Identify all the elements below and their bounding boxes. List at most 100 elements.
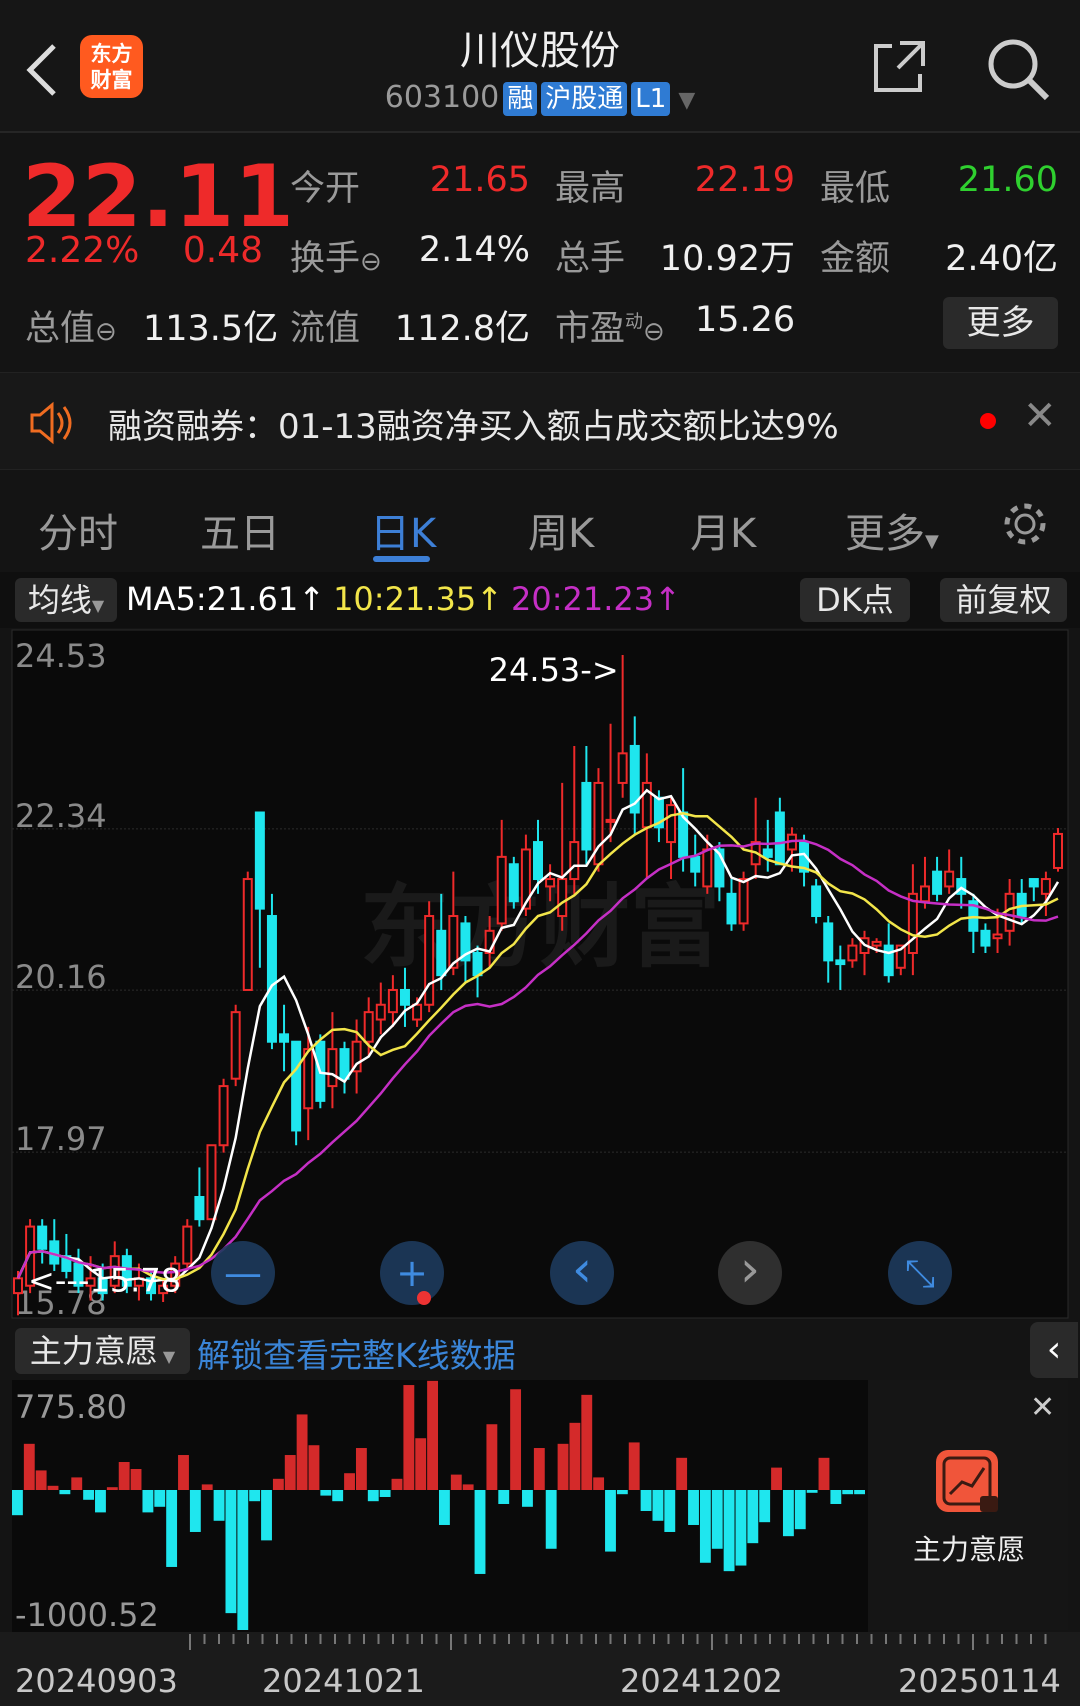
unlock-link[interactable]: 解锁查看完整K线数据 [197,1336,516,1375]
button-circle [380,1241,444,1305]
share-icon[interactable] [870,38,928,96]
tab-daily-k[interactable]: 日K [370,511,437,557]
candle [666,797,677,880]
indicator-selector[interactable]: 主力意愿 ▼ [15,1328,190,1374]
candle-body [666,804,677,844]
candle-body [702,848,713,888]
flow-bar [545,1490,557,1549]
pe-dynamic-mark: 动 [625,311,644,333]
pe-label[interactable]: 市盈动⊖ [555,300,665,351]
last-price: 22.11 [22,147,295,247]
market-cap-value: 113.5亿 [143,309,279,349]
adjust-button[interactable]: 前复权 [940,578,1067,622]
flow-bar [367,1490,379,1502]
candle-body [363,1011,374,1043]
candle-body [811,885,822,918]
dk-point-button[interactable]: DK点 [800,578,910,622]
candle-body [387,988,398,1014]
candle [266,893,277,1050]
ma5-line [16,788,1060,1283]
candle [158,1278,169,1302]
flow-bar [474,1490,486,1574]
candle-body [847,944,858,962]
candle-body [569,841,580,881]
flow-bar [272,1478,284,1490]
candle [448,871,459,976]
candle [279,1004,290,1072]
change-amount: 0.48 [182,230,263,271]
chevron-left-icon[interactable] [22,42,62,98]
zoom-out-button[interactable]: — [211,1241,275,1305]
flow-bar [699,1490,711,1563]
tab-more[interactable]: 更多▼ [845,501,939,559]
candle-body [520,848,531,910]
tab-monthly-k[interactable]: 月K [690,511,757,557]
unread-dot [980,413,996,429]
tab-five-day[interactable]: 五日 [200,511,280,557]
candle [557,782,568,931]
market-cap-label[interactable]: 总值⊖ [25,300,117,351]
speaker-icon [30,401,72,445]
open-label: 今开 [290,169,361,209]
panel-label: 主力意愿 [913,1533,1026,1566]
candle [1053,828,1063,872]
chevron-left-icon[interactable]: ‹ [1030,1322,1078,1378]
candle-body [254,811,265,910]
ma10-value: 10:21.35↑ [333,580,503,618]
close-icon[interactable]: ✕ [1023,393,1057,439]
caret-down-icon: ▼ [925,531,939,552]
candle-body [158,1284,169,1295]
candle-body [774,811,785,866]
scroll-left-icon: ‹ [572,1240,592,1298]
candle-body [412,1003,423,1021]
candle [508,856,519,909]
scroll-left-button[interactable]: ‹ [550,1240,614,1305]
scroll-right-button[interactable]: › [718,1240,782,1305]
candle [460,916,471,983]
flow-bar [403,1385,415,1490]
stock-code-row[interactable]: 603100 融沪股通 L1 ▼ [0,80,1080,116]
close-icon[interactable]: ✕ [1030,1390,1056,1425]
flow-bar [427,1380,438,1490]
candle-body [919,885,930,903]
candle-body [496,855,507,925]
caret-down-icon: ▼ [157,1347,176,1366]
indicator-promo-panel[interactable]: ✕ 主力意愿 [868,1380,1068,1630]
flow-bar [533,1448,545,1490]
flow-bar [355,1448,367,1490]
indicator-selector[interactable]: 均线▼ [15,578,117,622]
flow-bar [830,1490,842,1504]
candle-body [714,848,725,888]
candlestick-chart[interactable]: 东方财富24.5322.3420.1617.9715.7824.53-><---… [0,628,1080,1320]
y-tick-label: 24.53 [15,637,107,675]
notice-bar[interactable]: 融资融券：01-13融资净买入额占成交额比达9% ✕ [0,372,1080,470]
turnover-label[interactable]: 换手⊖ [290,230,382,281]
flow-bar [759,1490,771,1523]
flow-bar [593,1477,605,1490]
gear-icon[interactable] [1000,499,1050,549]
flow-bar [711,1490,723,1549]
more-quote-button[interactable]: 更多 [943,297,1058,349]
button-circle [718,1241,782,1305]
tab-intraday[interactable]: 分时 [38,511,118,557]
candle [545,864,556,902]
candle-body [557,878,568,918]
flow-bar [652,1490,664,1521]
zoom-in-button[interactable]: + [380,1241,444,1305]
candle [254,811,265,968]
candle-body [436,929,447,977]
candle [617,655,628,798]
candle-body [279,1033,290,1043]
date-ticks [189,1634,1047,1650]
tab-weekly-k[interactable]: 周K [528,511,595,557]
candle-body [533,841,543,881]
main-force-chart: 775.80 -1000.52 [12,1380,868,1632]
candle-body [944,870,955,888]
search-icon[interactable] [985,36,1051,102]
fullscreen-button[interactable]: ⤡ [888,1241,952,1305]
candle-body [835,959,846,966]
date-label: 20250114 [898,1662,1061,1700]
flow-bar [154,1490,166,1507]
notice-text: 融资融券：01-13融资净买入额占成交额比达9% [108,407,839,447]
candle [496,819,507,931]
